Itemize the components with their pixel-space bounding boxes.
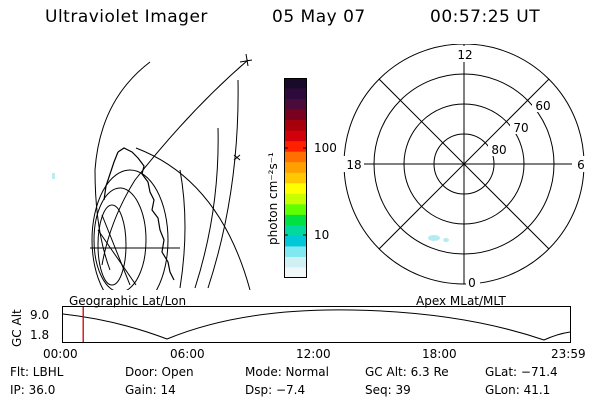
geo-panel-label: Geographic Lat/Lon xyxy=(69,294,187,308)
map-arc xyxy=(194,127,219,289)
map-ellipse xyxy=(97,204,127,286)
polar-panel-label: Apex MLat/MLT xyxy=(416,294,506,308)
altitude-xtick-2359: 23:59 xyxy=(551,347,586,361)
colorbar-segment xyxy=(284,225,307,237)
map-marker xyxy=(239,53,253,67)
map-ellipse xyxy=(91,169,169,290)
colorbar-segment xyxy=(284,214,307,226)
polar-diagonal xyxy=(378,78,550,250)
header-date: 05 May 07 xyxy=(272,7,366,27)
lat-label-60: 60 xyxy=(535,99,550,113)
lat-label-80: 80 xyxy=(491,143,506,157)
info-glon: GLon: 41.1 xyxy=(485,383,551,397)
colorbar-segment xyxy=(284,246,307,258)
colorbar-segment xyxy=(284,267,307,278)
map-marker xyxy=(233,154,241,161)
map-arc xyxy=(101,59,249,266)
mlt-label-0: 0 xyxy=(468,276,476,290)
info-seq: Seq: 39 xyxy=(365,383,411,397)
map-arc xyxy=(94,61,151,271)
colorbar-segment xyxy=(284,141,307,153)
lat-label-70: 70 xyxy=(513,121,528,135)
colorbar xyxy=(284,78,307,278)
map-line xyxy=(97,229,137,286)
map-arc xyxy=(135,147,251,290)
coastline xyxy=(117,147,175,281)
info-mode: Mode: Normal xyxy=(245,365,329,379)
colorbar-segment xyxy=(284,109,307,121)
altitude-xtick-0600: 06:00 xyxy=(170,347,205,361)
altitude-plot xyxy=(62,306,571,343)
map-arc xyxy=(179,169,186,289)
map-arc xyxy=(207,79,239,289)
info-door: Door: Open xyxy=(125,365,194,379)
colorbar-segment xyxy=(284,88,307,100)
altitude-ylabel: GC Alt xyxy=(10,309,24,347)
altitude-curve xyxy=(62,309,571,341)
colorbar-segment xyxy=(284,151,307,163)
altitude-ytick-high: 9.0 xyxy=(30,308,50,322)
colorbar-segment xyxy=(284,120,307,132)
info-dsp: Dsp: −7.4 xyxy=(245,383,306,397)
colorbar-segment xyxy=(284,78,307,90)
colorbar-segment xyxy=(284,172,307,184)
colorbar-label: photon cm⁻²s⁻¹ xyxy=(266,152,280,245)
info-gain: Gain: 14 xyxy=(125,383,176,397)
mlt-label-12: 12 xyxy=(457,48,472,62)
altitude-xtick-1200: 12:00 xyxy=(296,347,331,361)
info-gc-alt: GC Alt: 6.3 Re xyxy=(365,365,449,379)
map-ellipse xyxy=(93,187,147,290)
geographic-map xyxy=(52,53,253,290)
colorbar-tick-10: 10 xyxy=(314,228,330,242)
colorbar-segment xyxy=(284,256,307,268)
mlt-label-6: 6 xyxy=(577,158,585,172)
colorbar-segment xyxy=(284,235,307,247)
header-time: 00:57:25 UT xyxy=(430,7,541,27)
colorbar-segment xyxy=(284,183,307,195)
colorbar-segment xyxy=(284,193,307,205)
altitude-frame xyxy=(62,306,571,343)
altitude-ytick-low: 1.8 xyxy=(30,328,50,342)
colorbar-segment xyxy=(284,130,307,142)
colorbar-tick-100: 100 xyxy=(314,141,337,155)
altitude-xtick-0000: 00:00 xyxy=(43,347,78,361)
coastline xyxy=(103,151,119,201)
altitude-xtick-1800: 18:00 xyxy=(422,347,457,361)
map-line xyxy=(101,214,131,286)
colorbar-segment xyxy=(284,99,307,111)
instrument-title: Ultraviolet Imager xyxy=(45,7,208,27)
mlt-label-18: 18 xyxy=(346,158,361,172)
colorbar-segment xyxy=(284,204,307,216)
info-filter: Flt: LBHL xyxy=(10,365,64,379)
polar-plot: 12 18 6 0 60 70 80 xyxy=(342,44,586,290)
info-ip: IP: 36.0 xyxy=(10,383,56,397)
colorbar-segment xyxy=(284,162,307,174)
info-glat: GLat: −71.4 xyxy=(485,365,558,379)
